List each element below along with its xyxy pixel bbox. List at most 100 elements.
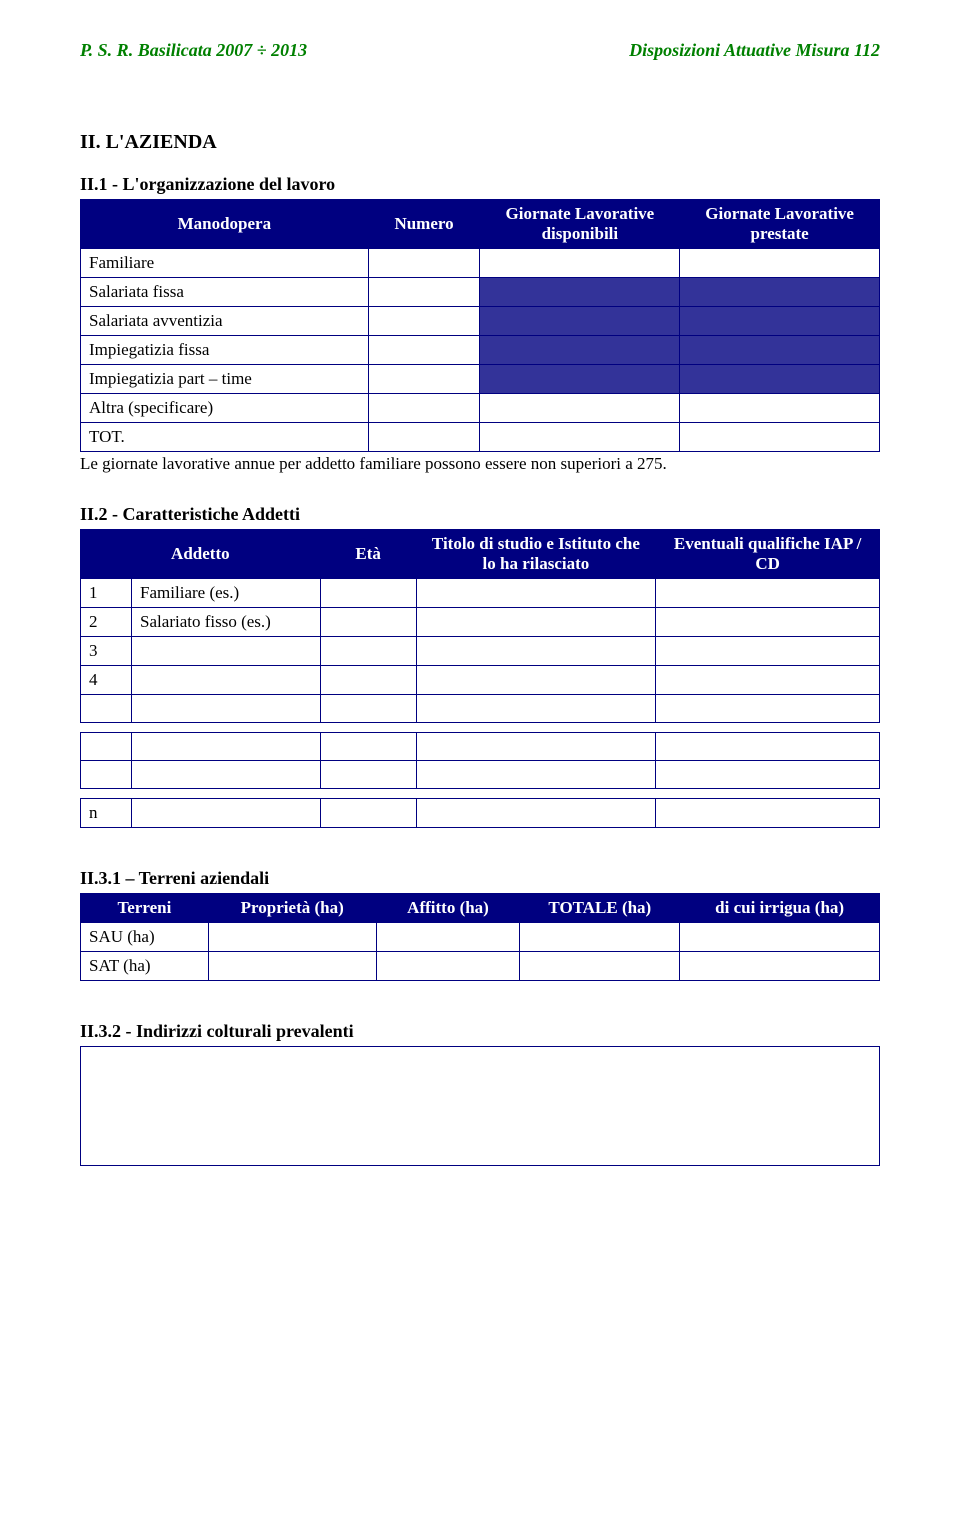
cell[interactable] xyxy=(656,695,880,723)
row-label: Impiegatizia fissa xyxy=(81,336,369,365)
cell[interactable] xyxy=(320,733,416,761)
cell[interactable] xyxy=(520,923,680,952)
row-label: Salariata avventizia xyxy=(81,307,369,336)
cell[interactable] xyxy=(416,666,656,695)
cell[interactable] xyxy=(680,249,880,278)
cell[interactable] xyxy=(656,579,880,608)
col-giornate-prest: Giornate Lavorative prestate xyxy=(680,200,880,249)
table-row: TOT. xyxy=(81,423,880,452)
cell[interactable] xyxy=(656,799,880,828)
cell[interactable] xyxy=(416,637,656,666)
cell[interactable] xyxy=(480,394,680,423)
row-num: 1 xyxy=(81,579,132,608)
cell[interactable] xyxy=(416,761,656,789)
indirizzi-colturali-box[interactable] xyxy=(80,1046,880,1166)
col-terreni: Terreni xyxy=(81,894,209,923)
table-caratteristiche-addetti: Addetto Età Titolo di studio e Istituto … xyxy=(80,529,880,828)
cell-shaded xyxy=(480,307,680,336)
table-row: SAU (ha) xyxy=(81,923,880,952)
cell[interactable] xyxy=(320,637,416,666)
col-proprieta: Proprietà (ha) xyxy=(208,894,376,923)
cell[interactable] xyxy=(368,394,480,423)
cell[interactable] xyxy=(656,733,880,761)
cell[interactable] xyxy=(656,608,880,637)
cell[interactable] xyxy=(132,637,321,666)
cell[interactable] xyxy=(376,952,520,981)
table-row: 1 Familiare (es.) xyxy=(81,579,880,608)
row-label: Altra (specificare) xyxy=(81,394,369,423)
page: P. S. R. Basilicata 2007 ÷ 2013 Disposiz… xyxy=(0,0,960,1226)
cell[interactable] xyxy=(480,249,680,278)
cell[interactable] xyxy=(480,423,680,452)
row-num: 2 xyxy=(81,608,132,637)
cell[interactable] xyxy=(680,923,880,952)
row-label: TOT. xyxy=(81,423,369,452)
col-qualifiche: Eventuali qualifiche IAP / CD xyxy=(656,530,880,579)
table-row xyxy=(81,761,880,789)
cell[interactable] xyxy=(656,666,880,695)
cell[interactable] xyxy=(81,761,132,789)
cell[interactable] xyxy=(376,923,520,952)
cell[interactable] xyxy=(132,695,321,723)
col-eta: Età xyxy=(320,530,416,579)
cell-shaded xyxy=(680,307,880,336)
col-giornate-disp: Giornate Lavorative disponibili xyxy=(480,200,680,249)
cell[interactable] xyxy=(320,666,416,695)
cell[interactable] xyxy=(520,952,680,981)
row-label: SAU (ha) xyxy=(81,923,209,952)
cell[interactable] xyxy=(208,952,376,981)
cell[interactable] xyxy=(132,733,321,761)
cell[interactable] xyxy=(208,923,376,952)
cell[interactable] xyxy=(680,952,880,981)
col-irrigua: di cui irrigua (ha) xyxy=(680,894,880,923)
table-terreni-aziendali: Terreni Proprietà (ha) Affitto (ha) TOTA… xyxy=(80,893,880,981)
cell[interactable] xyxy=(368,307,480,336)
cell[interactable] xyxy=(320,761,416,789)
cell[interactable] xyxy=(81,695,132,723)
table-row: Salariata fissa xyxy=(81,278,880,307)
cell-shaded xyxy=(480,278,680,307)
cell[interactable] xyxy=(132,666,321,695)
cell[interactable] xyxy=(416,608,656,637)
col-numero: Numero xyxy=(368,200,480,249)
cell[interactable] xyxy=(368,423,480,452)
cell[interactable] xyxy=(656,761,880,789)
table-row xyxy=(81,695,880,723)
row-addetto: Familiare (es.) xyxy=(132,579,321,608)
cell[interactable] xyxy=(320,608,416,637)
cell[interactable] xyxy=(132,761,321,789)
cell[interactable] xyxy=(416,733,656,761)
cell[interactable] xyxy=(416,579,656,608)
cell[interactable] xyxy=(81,733,132,761)
subsection-title-ii2: II.2 - Caratteristiche Addetti xyxy=(80,504,880,525)
cell[interactable] xyxy=(416,695,656,723)
cell[interactable] xyxy=(320,579,416,608)
row-num: n xyxy=(81,799,132,828)
table-organizzazione-lavoro: Manodopera Numero Giornate Lavorative di… xyxy=(80,199,880,452)
table-row: n xyxy=(81,799,880,828)
cell[interactable] xyxy=(320,695,416,723)
header-left: P. S. R. Basilicata 2007 ÷ 2013 xyxy=(80,40,307,61)
cell[interactable] xyxy=(656,637,880,666)
subsection-title-ii1: II.1 - L'organizzazione del lavoro xyxy=(80,174,880,195)
table-row: SAT (ha) xyxy=(81,952,880,981)
col-addetto: Addetto xyxy=(81,530,321,579)
cell[interactable] xyxy=(680,394,880,423)
table-row: 3 xyxy=(81,637,880,666)
cell[interactable] xyxy=(368,278,480,307)
cell[interactable] xyxy=(368,249,480,278)
cell[interactable] xyxy=(132,799,321,828)
table-row: Impiegatizia fissa xyxy=(81,336,880,365)
cell-shaded xyxy=(480,336,680,365)
row-label: Salariata fissa xyxy=(81,278,369,307)
cell[interactable] xyxy=(368,365,480,394)
cell[interactable] xyxy=(416,799,656,828)
cell[interactable] xyxy=(368,336,480,365)
row-addetto: Salariato fisso (es.) xyxy=(132,608,321,637)
table-row: Impiegatizia part – time xyxy=(81,365,880,394)
row-label: Familiare xyxy=(81,249,369,278)
note-giornate: Le giornate lavorative annue per addetto… xyxy=(80,454,880,474)
cell[interactable] xyxy=(320,799,416,828)
cell[interactable] xyxy=(680,423,880,452)
col-titolo: Titolo di studio e Istituto che lo ha ri… xyxy=(416,530,656,579)
